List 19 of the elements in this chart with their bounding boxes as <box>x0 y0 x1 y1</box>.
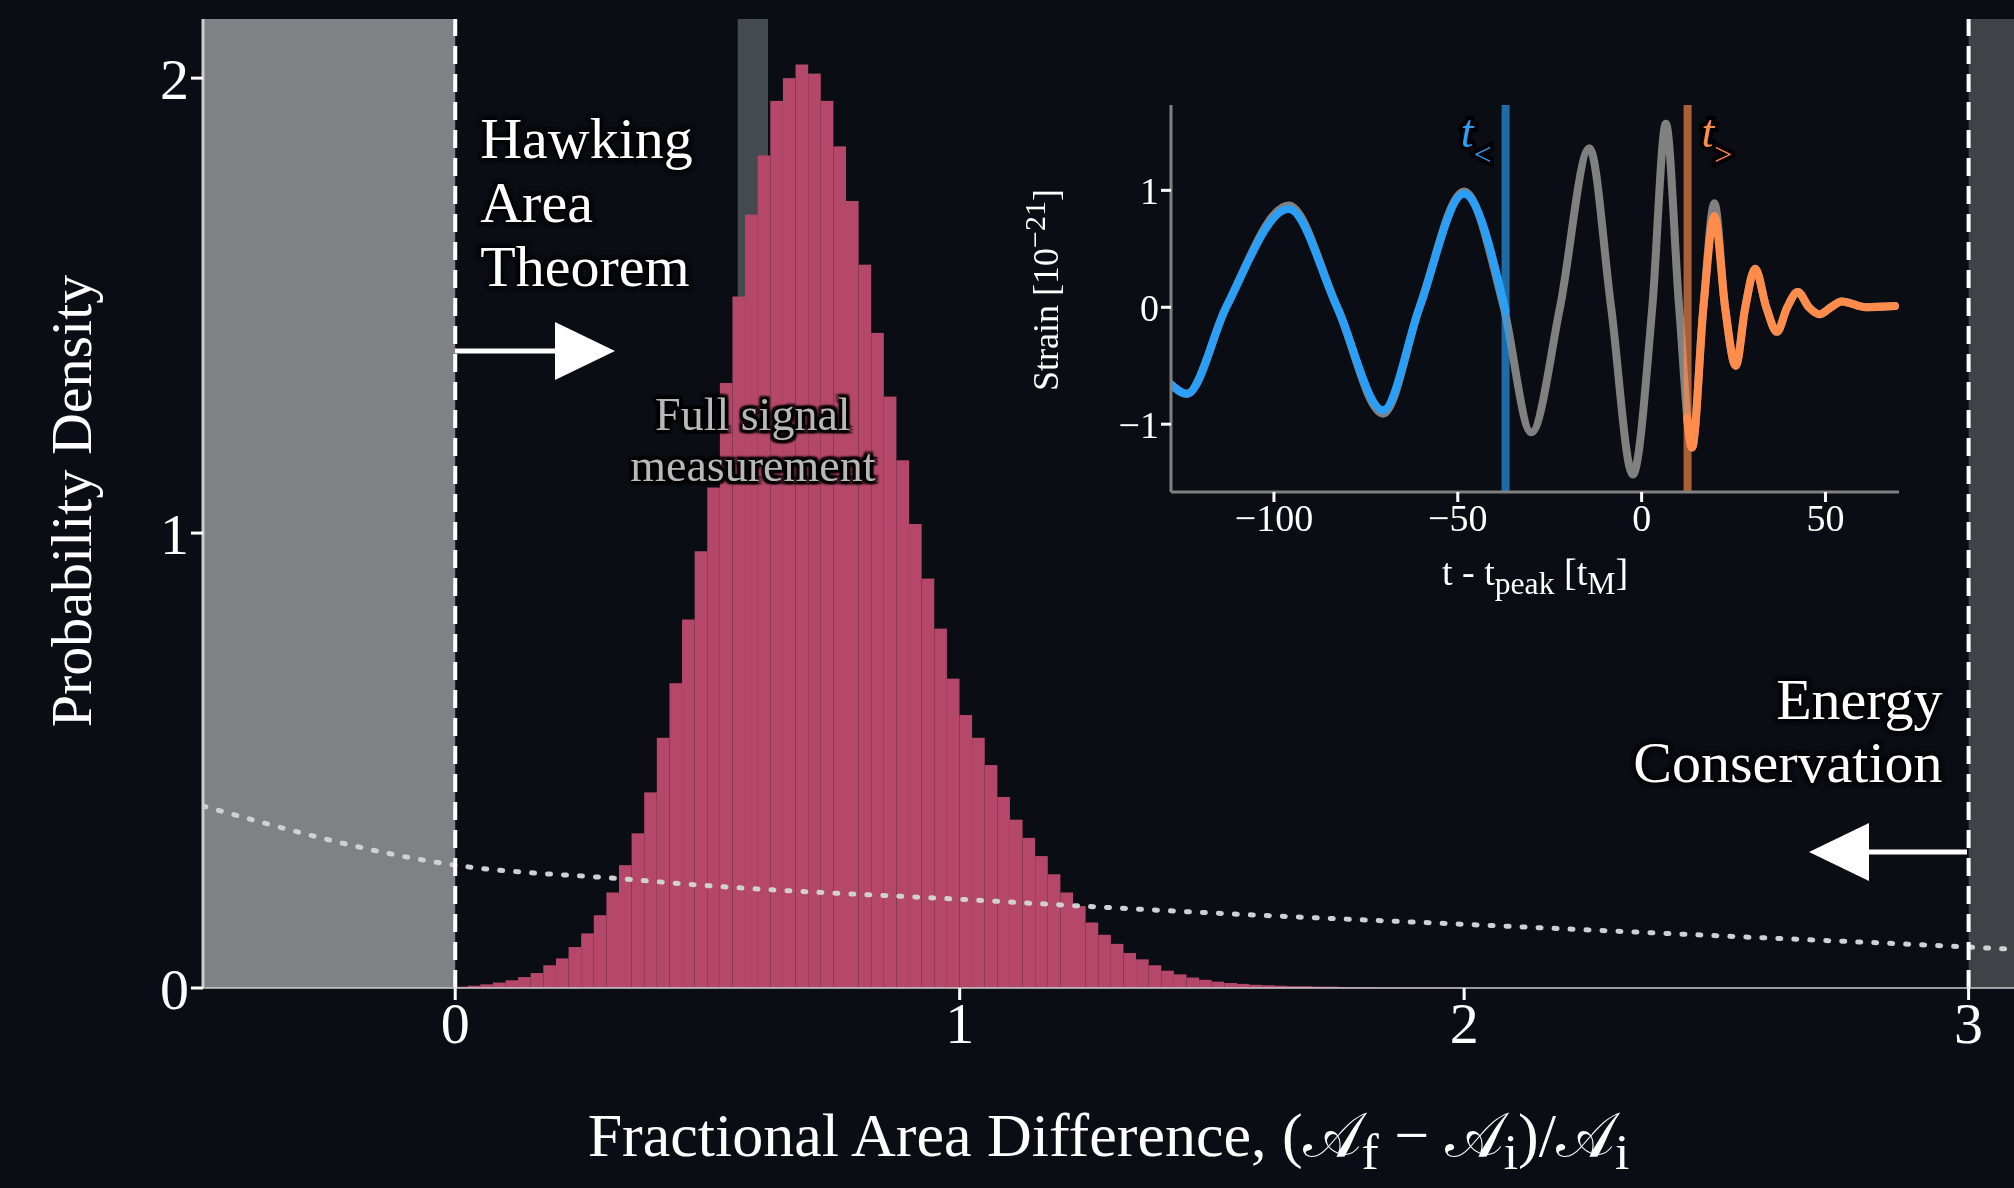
annotation: Hawking Area Theorem <box>480 106 694 299</box>
ref-line-label: t$_{>}$ <box>1701 106 1733 172</box>
x-tick-label: −100 <box>1234 496 1314 539</box>
y-tick-label: −1 <box>1118 403 1159 446</box>
y-tick-label: 0 <box>1140 286 1159 329</box>
x-tick-label: 0 <box>440 991 470 1057</box>
annotation: Energy Conservation <box>1632 666 1943 796</box>
x-axis-title: t - t$_{peak}$ [t$_{M}$] <box>1440 550 1630 602</box>
y-tick-label: 1 <box>1140 169 1159 212</box>
x-tick-label: 0 <box>1632 496 1652 539</box>
y-tick-label: 2 <box>160 46 189 112</box>
x-axis-title: Fractional Area Difference, (𝒜$_{f}$ − 𝒜$_{i}$)/𝒜$_{i}$ <box>586 1100 1631 1182</box>
x-tick-label: 1 <box>945 991 975 1057</box>
x-tick-label: 2 <box>1449 991 1479 1057</box>
x-tick-label: −50 <box>1428 496 1488 539</box>
y-axis-title: Probability Density <box>37 274 105 728</box>
x-tick-label: 50 <box>1806 496 1845 539</box>
x-tick-label: 3 <box>1954 991 1984 1057</box>
ref-line-label: t$_{<}$ <box>1460 106 1492 172</box>
